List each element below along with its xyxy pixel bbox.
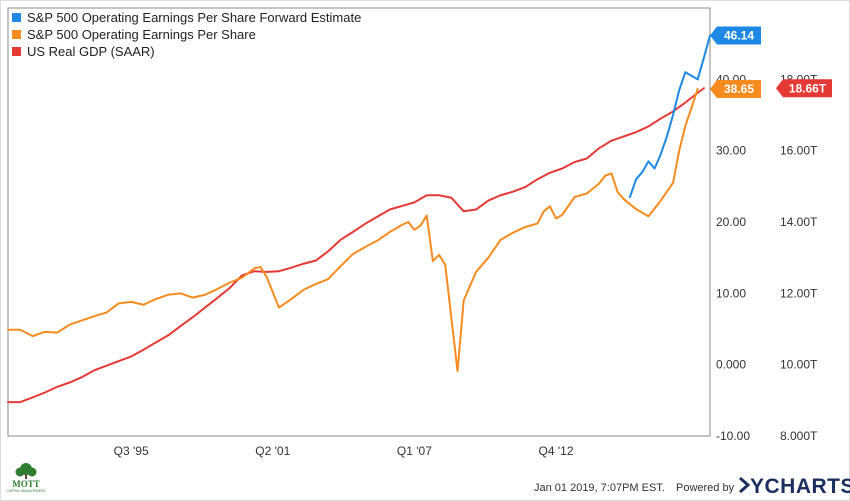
series-line: [628, 34, 711, 199]
left-tick-label: 30.00: [716, 144, 746, 158]
left-tick-label: -10.00: [716, 429, 750, 443]
x-axis: Q3 '95 Q2 '01 Q1 '07 Q4 '12: [114, 444, 574, 458]
left-tick-label: 20.00: [716, 215, 746, 229]
footer-powered-by: Powered by: [676, 482, 735, 494]
x-tick-label: Q2 '01: [255, 444, 290, 458]
legend-swatch: [12, 47, 21, 56]
left-tick-label: 10.00: [716, 286, 746, 300]
value-flags: 46.14 38.65 18.66T: [710, 26, 832, 98]
ycharts-chevron-icon: [739, 476, 751, 494]
right-tick-label: 10.00T: [780, 358, 818, 372]
value-flag-label: 46.14: [724, 29, 754, 43]
legend: S&P 500 Operating Earnings Per Share For…: [12, 10, 361, 59]
series-layer: [7, 34, 711, 404]
logo-subtitle: CAPITAL MANAGEMENT: [7, 489, 46, 493]
value-flag-label: 18.66T: [789, 81, 827, 95]
legend-label: US Real GDP (SAAR): [27, 44, 155, 59]
left-tick-label: 0.000: [716, 358, 746, 372]
legend-swatch: [12, 30, 21, 39]
x-tick-label: Q3 '95: [114, 444, 149, 458]
right-tick-label: 16.00T: [780, 144, 818, 158]
mott-logo: MOTT CAPITAL MANAGEMENT: [7, 463, 46, 493]
ycharts-brand[interactable]: YCHARTS: [750, 475, 850, 498]
footer: Jan 01 2019, 7:07PM EST. Powered by YCHA…: [534, 475, 850, 498]
legend-label: S&P 500 Operating Earnings Per Share: [27, 27, 256, 42]
footer-timestamp: Jan 01 2019, 7:07PM EST.: [534, 482, 665, 494]
logo-name: MOTT: [12, 479, 40, 489]
right-tick-label: 8.000T: [780, 429, 818, 443]
value-flag: [776, 79, 832, 98]
right-tick-label: 12.00T: [780, 286, 818, 300]
series-line: [7, 87, 699, 373]
legend-label: S&P 500 Operating Earnings Per Share For…: [27, 10, 361, 25]
right-tick-label: 14.00T: [780, 215, 818, 229]
value-flag: [710, 26, 761, 45]
ycharts-logo[interactable]: YCHARTS: [739, 475, 850, 498]
value-flag-label: 38.65: [724, 82, 754, 96]
legend-swatch: [12, 13, 21, 22]
plot-area: [7, 7, 711, 437]
value-flag: [710, 79, 761, 98]
x-tick-label: Q1 '07: [397, 444, 432, 458]
tree-icon: [15, 463, 37, 479]
x-tick-label: Q4 '12: [539, 444, 574, 458]
series-line: [7, 87, 705, 404]
